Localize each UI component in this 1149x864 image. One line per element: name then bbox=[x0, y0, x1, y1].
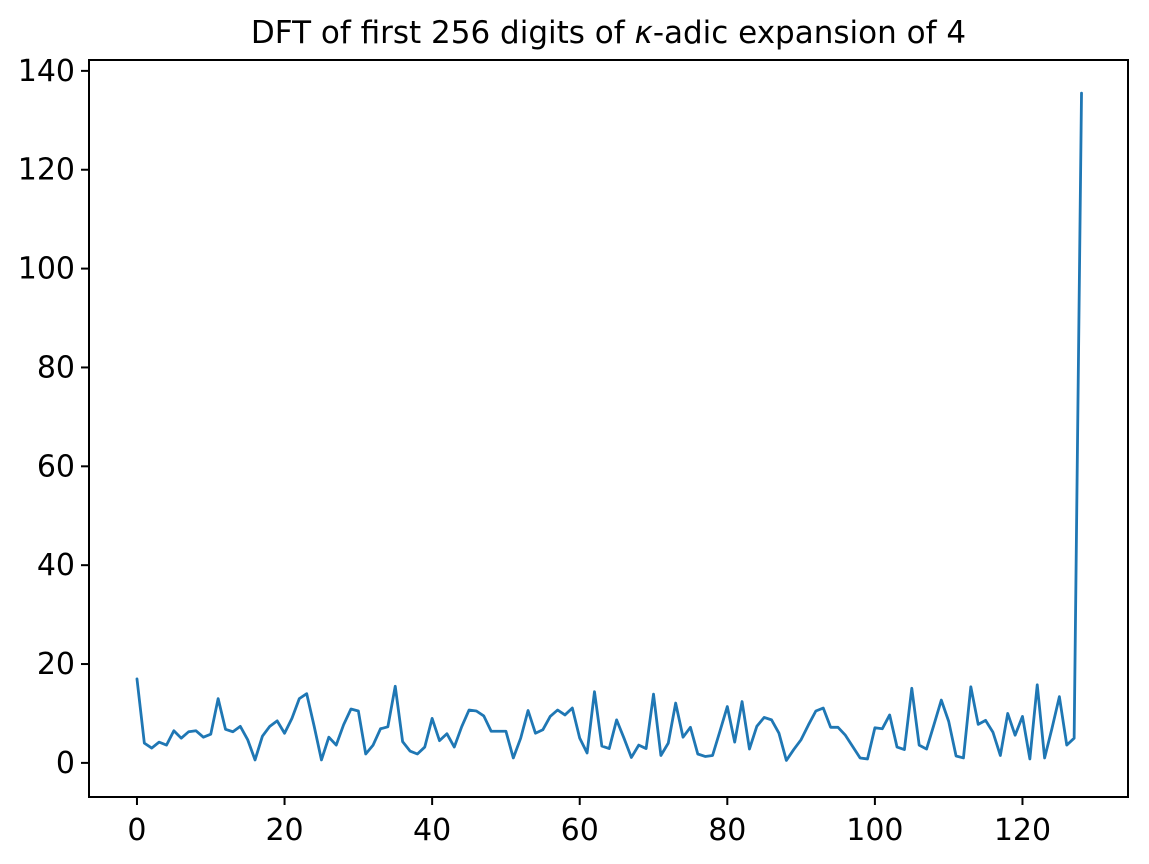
x-tick-label: 40 bbox=[413, 813, 451, 848]
y-tick-label: 80 bbox=[37, 350, 75, 385]
y-tick-label: 40 bbox=[37, 548, 75, 583]
plot-frame bbox=[88, 59, 1129, 798]
x-tick-label: 20 bbox=[265, 813, 303, 848]
x-tick-label: 0 bbox=[127, 813, 146, 848]
title-text: DFT of first 256 digits of bbox=[250, 15, 635, 51]
y-tick-label: 20 bbox=[37, 647, 75, 682]
y-tick-label: 0 bbox=[56, 746, 75, 781]
y-tick-label: 120 bbox=[18, 153, 75, 188]
x-tick-label: 60 bbox=[561, 813, 599, 848]
chart-title: DFT of first 256 digits of κ-adic expans… bbox=[89, 15, 1128, 51]
title-text: -adic expansion of 4 bbox=[652, 15, 967, 51]
x-tick-label: 100 bbox=[846, 813, 903, 848]
y-tick-label: 60 bbox=[37, 449, 75, 484]
y-tick-label: 140 bbox=[18, 54, 75, 89]
x-tick-label: 80 bbox=[708, 813, 746, 848]
dft-series-line bbox=[135, 91, 1083, 762]
y-tick-label: 100 bbox=[18, 252, 75, 287]
x-tick-label: 120 bbox=[994, 813, 1051, 848]
title-kappa-symbol: κ bbox=[634, 15, 653, 51]
